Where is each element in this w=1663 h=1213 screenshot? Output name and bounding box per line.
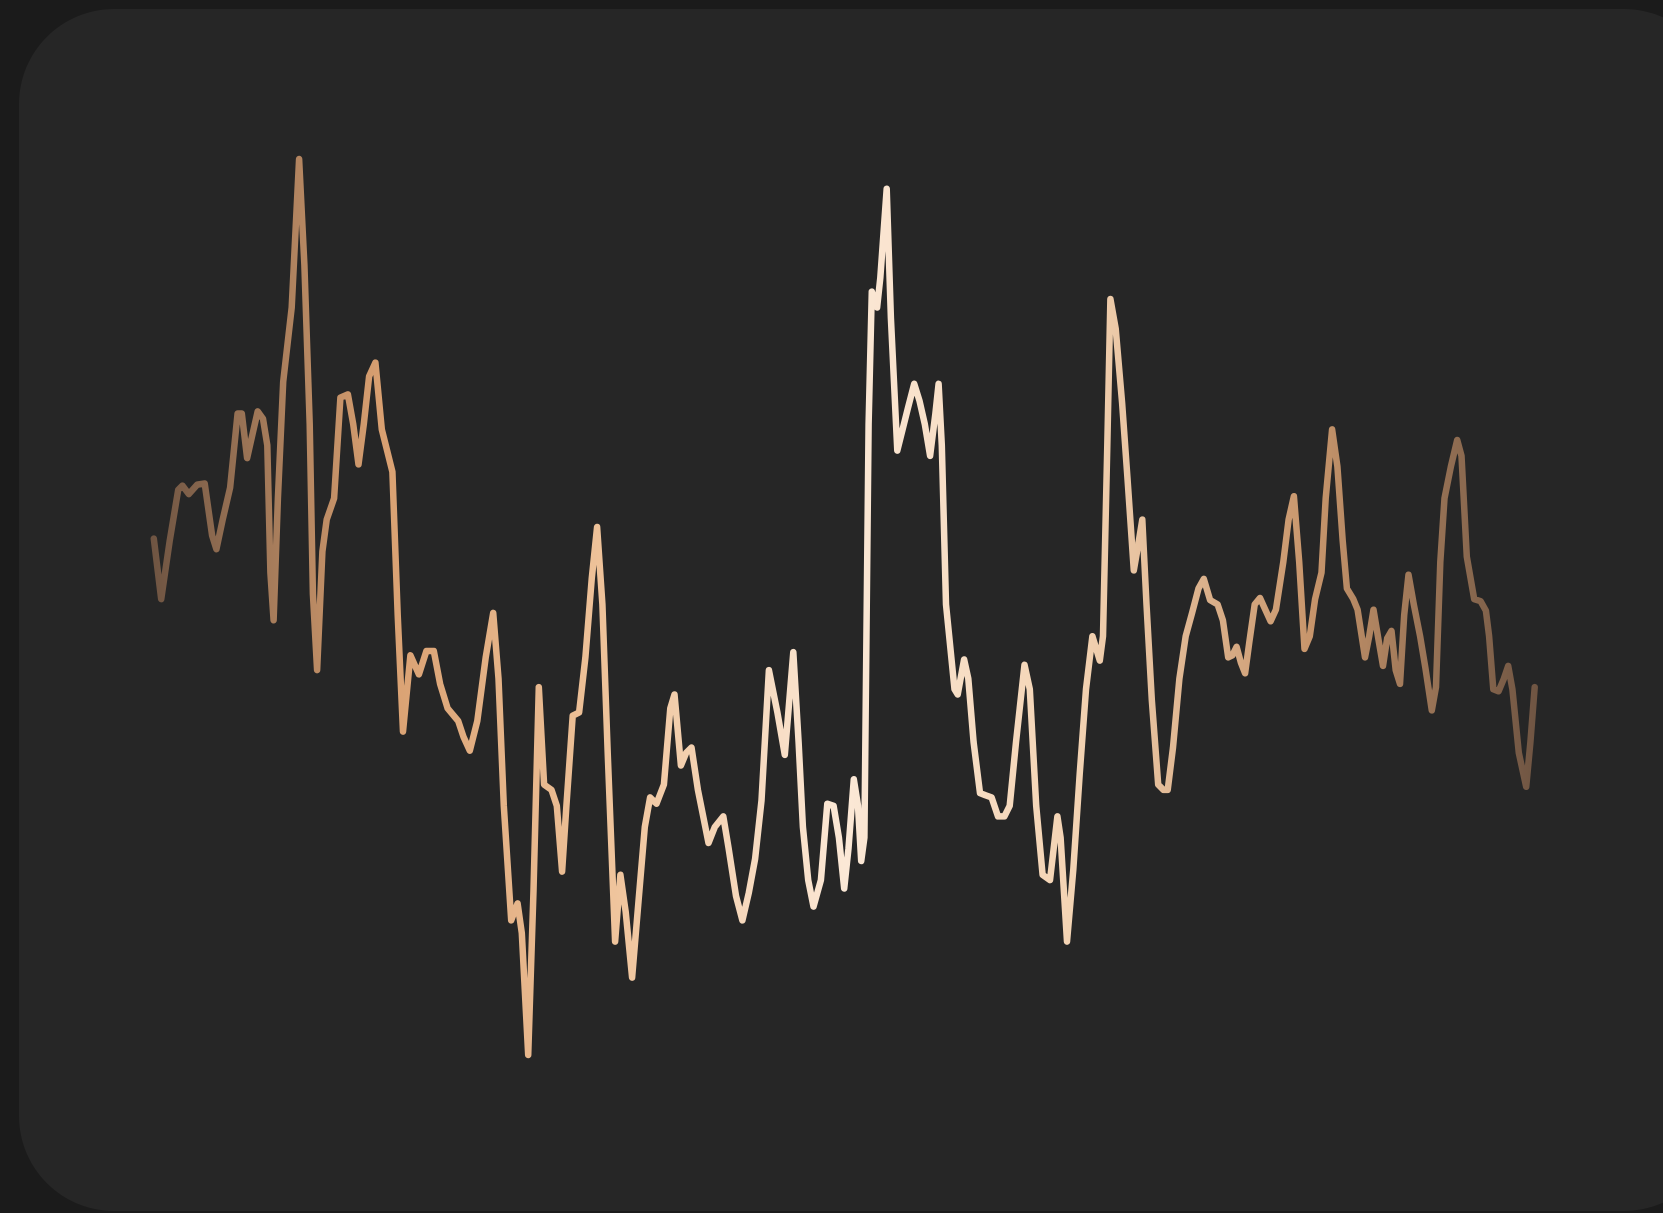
waveform-line <box>150 155 1538 1059</box>
card <box>19 9 1663 1211</box>
